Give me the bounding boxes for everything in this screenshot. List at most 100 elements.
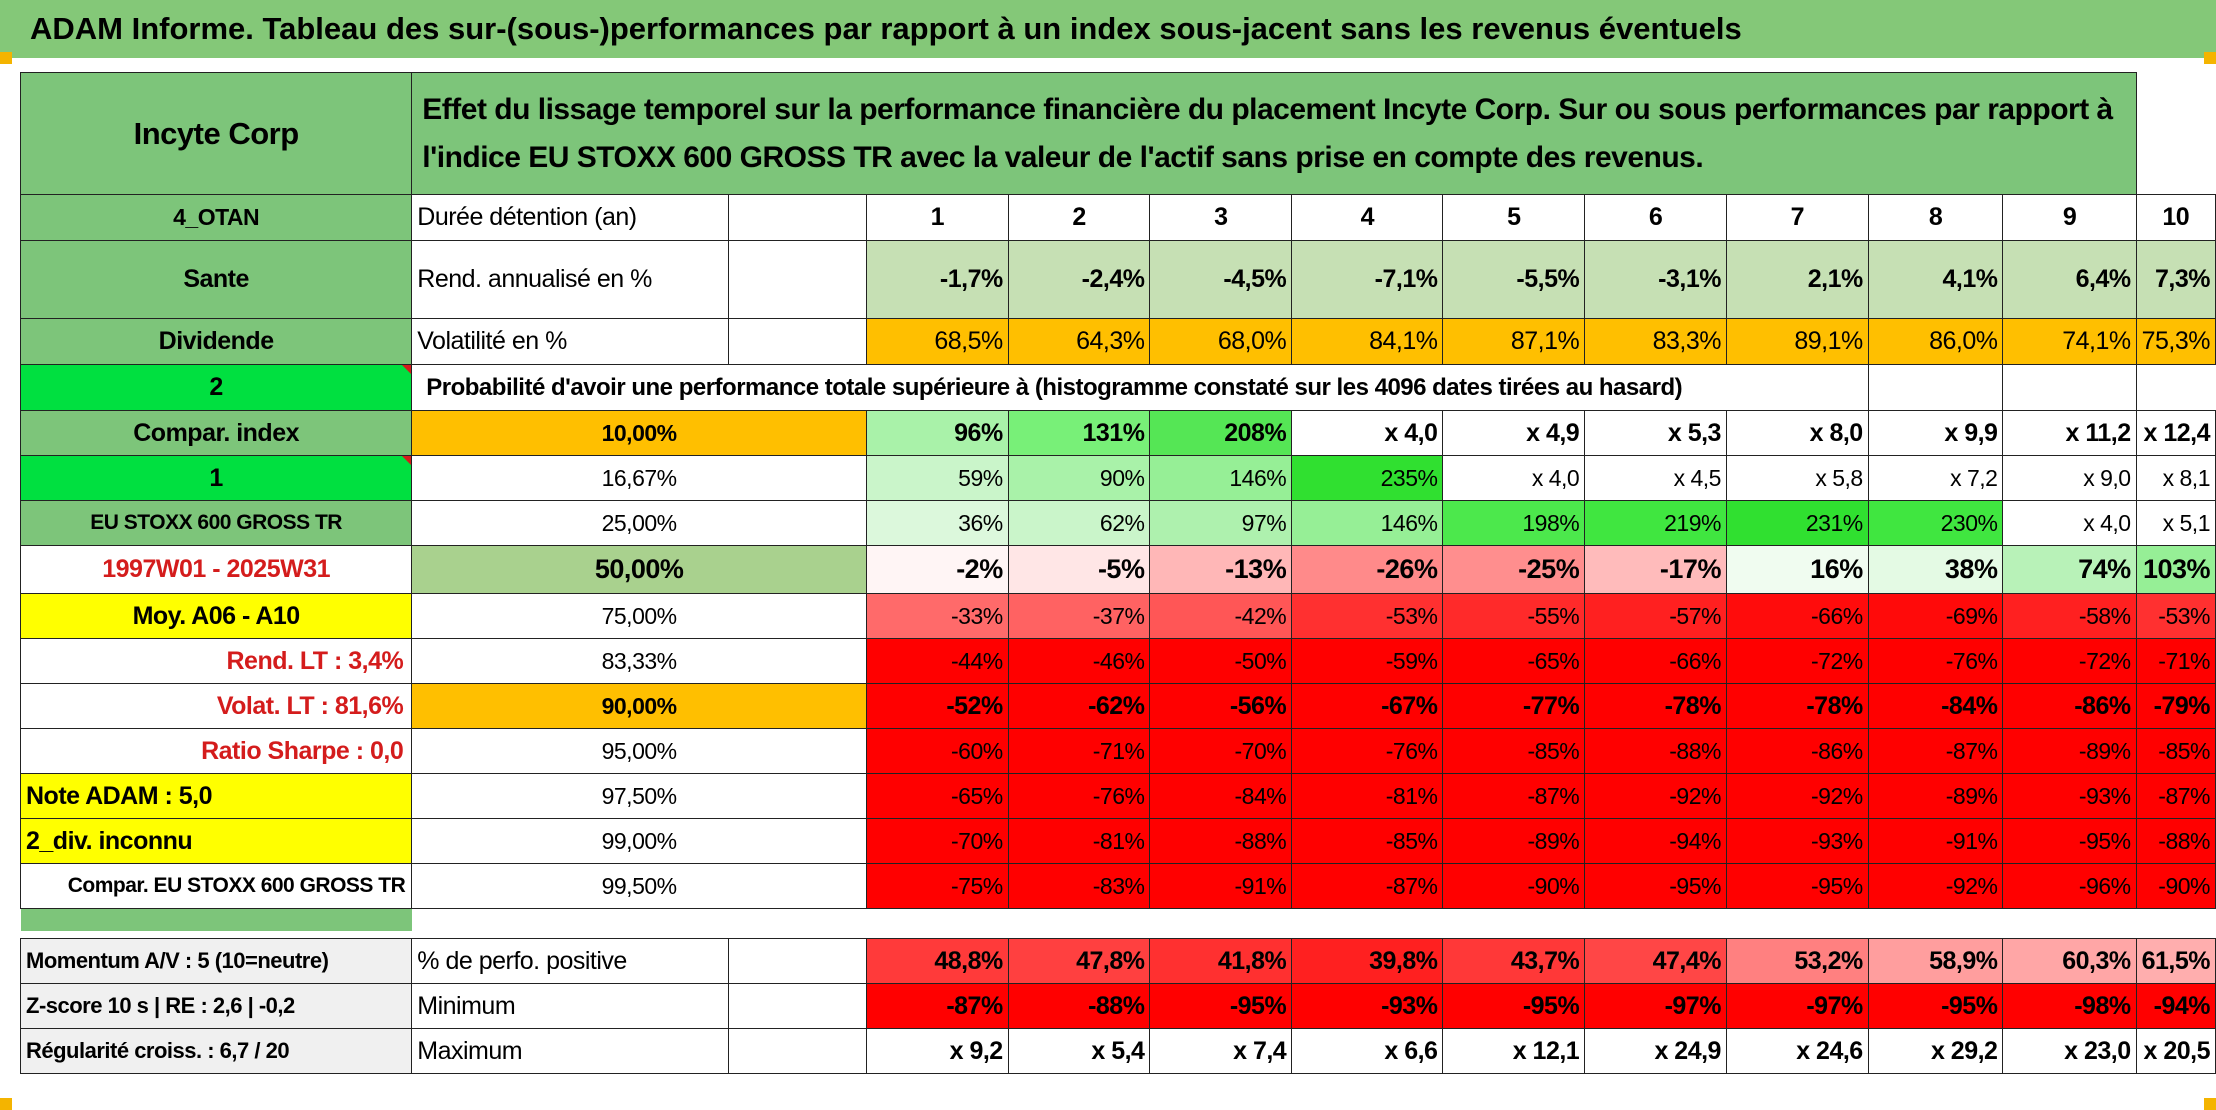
- corner-marker: [0, 52, 12, 64]
- positive-performance-value: 47,4%: [1584, 938, 1727, 984]
- probability-label: Probabilité d'avoir une performance tota…: [411, 364, 1869, 411]
- volatility-label: Volatilité en %: [411, 318, 729, 365]
- spacer-cell: [728, 240, 867, 319]
- maximum-value: x 5,4: [1007, 1028, 1151, 1074]
- percentile-value: x 5,3: [1584, 410, 1727, 456]
- minimum-value: -97%: [1584, 983, 1727, 1029]
- percentile-value: -76%: [1007, 773, 1151, 819]
- volatility-value: 75,3%: [2135, 318, 2216, 365]
- minimum-value: -95%: [1867, 983, 2004, 1029]
- value-1: 1: [19, 455, 413, 501]
- percentile-value: -55%: [1442, 593, 1586, 639]
- percentile-value: -87%: [1442, 773, 1586, 819]
- adam-score: Note ADAM : 5,0: [19, 773, 413, 819]
- positive-performance-value: 47,8%: [1007, 938, 1151, 984]
- percentile-value: -78%: [1584, 683, 1727, 729]
- percentile-value: -46%: [1007, 638, 1151, 684]
- percentile-value: -79%: [2135, 683, 2216, 729]
- zscore-label: Z-score 10 s | RE : 2,6 | -0,2: [19, 983, 413, 1029]
- percentile-value: 235%: [1291, 455, 1444, 501]
- percentile-value: -84%: [1867, 683, 2004, 729]
- maximum-value: x 9,2: [865, 1028, 1009, 1074]
- percentile-value: -84%: [1149, 773, 1293, 819]
- year-header: 3: [1149, 194, 1293, 241]
- percentile-value: -89%: [1442, 818, 1586, 864]
- spacer-cell: [728, 318, 867, 365]
- minimum-value: -88%: [1007, 983, 1151, 1029]
- year-header: 9: [2002, 194, 2137, 241]
- sharpe-ratio: Ratio Sharpe : 0,0: [19, 728, 413, 774]
- annualized-return-value: -4,5%: [1149, 240, 1293, 319]
- percentile-value: -85%: [2135, 728, 2216, 774]
- percentile-label: 83,33%: [411, 638, 867, 684]
- year-header: 1: [865, 194, 1009, 241]
- percentile-value: x 11,2: [2002, 410, 2137, 456]
- value-2: 2: [19, 364, 413, 411]
- percentile-value: -13%: [1149, 545, 1293, 594]
- percentile-value: -89%: [1867, 773, 2004, 819]
- positive-performance-label: % de perfo. positive: [411, 938, 729, 984]
- positive-performance-value: 43,7%: [1442, 938, 1586, 984]
- positive-performance-value: 39,8%: [1291, 938, 1444, 984]
- positive-performance-value: 61,5%: [2135, 938, 2216, 984]
- percentile-value: x 5,8: [1725, 455, 1869, 501]
- percentile-value: 38%: [1867, 545, 2004, 594]
- maximum-value: x 7,4: [1149, 1028, 1293, 1074]
- percentile-value: -81%: [1291, 773, 1444, 819]
- percentile-value: -72%: [1725, 638, 1869, 684]
- percentile-value: x 9,9: [1867, 410, 2004, 456]
- dividend-label: Dividende: [19, 318, 413, 365]
- percentile-label: 16,67%: [411, 455, 867, 501]
- percentile-value: 59%: [865, 455, 1009, 501]
- period-range: 1997W01 - 2025W31: [19, 545, 413, 594]
- year-header: 4: [1291, 194, 1444, 241]
- percentile-label: 95,00%: [411, 728, 867, 774]
- minimum-value: -95%: [1149, 983, 1293, 1029]
- percentile-value: -88%: [1584, 728, 1727, 774]
- percentile-value: x 12,4: [2135, 410, 2216, 456]
- percentile-value: 36%: [865, 500, 1009, 546]
- percentile-value: -62%: [1007, 683, 1151, 729]
- percentile-value: x 7,2: [1867, 455, 2004, 501]
- percentile-value: -52%: [865, 683, 1009, 729]
- percentile-value: 97%: [1149, 500, 1293, 546]
- corner-marker: [2204, 52, 2216, 64]
- percentile-value: -93%: [2002, 773, 2137, 819]
- percentile-value: -42%: [1149, 593, 1293, 639]
- percentile-value: -92%: [1725, 773, 1869, 819]
- percentile-value: -86%: [2002, 683, 2137, 729]
- volatility-value: 87,1%: [1442, 318, 1586, 365]
- minimum-value: -98%: [2002, 983, 2137, 1029]
- percentile-value: x 5,1: [2135, 500, 2216, 546]
- minimum-value: -87%: [865, 983, 1009, 1029]
- percentile-value: -70%: [1149, 728, 1293, 774]
- maximum-value: x 29,2: [1867, 1028, 2004, 1074]
- annualized-return-value: 4,1%: [1867, 240, 2004, 319]
- percentile-label: 97,50%: [411, 773, 867, 819]
- percentile-value: x 4,0: [1291, 410, 1444, 456]
- empty-cell: [1867, 364, 2004, 411]
- percentile-value: -25%: [1442, 545, 1586, 594]
- percentile-value: 198%: [1442, 500, 1586, 546]
- percentile-value: -71%: [2135, 638, 2216, 684]
- percentile-value: -90%: [2135, 863, 2216, 909]
- table-description: Effet du lissage temporel sur la perform…: [411, 72, 2137, 195]
- percentile-value: 230%: [1867, 500, 2004, 546]
- percentile-value: -87%: [1291, 863, 1444, 909]
- percentile-label: 50,00%: [411, 545, 867, 594]
- annualized-return-value: -5,5%: [1442, 240, 1586, 319]
- year-header: 5: [1442, 194, 1586, 241]
- percentile-value: 231%: [1725, 500, 1869, 546]
- percentile-value: x 8,0: [1725, 410, 1869, 456]
- percentile-value: -71%: [1007, 728, 1151, 774]
- percentile-value: 103%: [2135, 545, 2216, 594]
- percentile-value: 146%: [1291, 500, 1444, 546]
- maximum-value: x 6,6: [1291, 1028, 1444, 1074]
- spacer-cell: [728, 938, 867, 984]
- annualized-return-label: Rend. annualisé en %: [411, 240, 729, 319]
- percentile-value: 90%: [1007, 455, 1151, 501]
- percentile-value: -91%: [1149, 863, 1293, 909]
- percentile-value: -59%: [1291, 638, 1444, 684]
- percentile-value: -89%: [2002, 728, 2137, 774]
- minimum-value: -94%: [2135, 983, 2216, 1029]
